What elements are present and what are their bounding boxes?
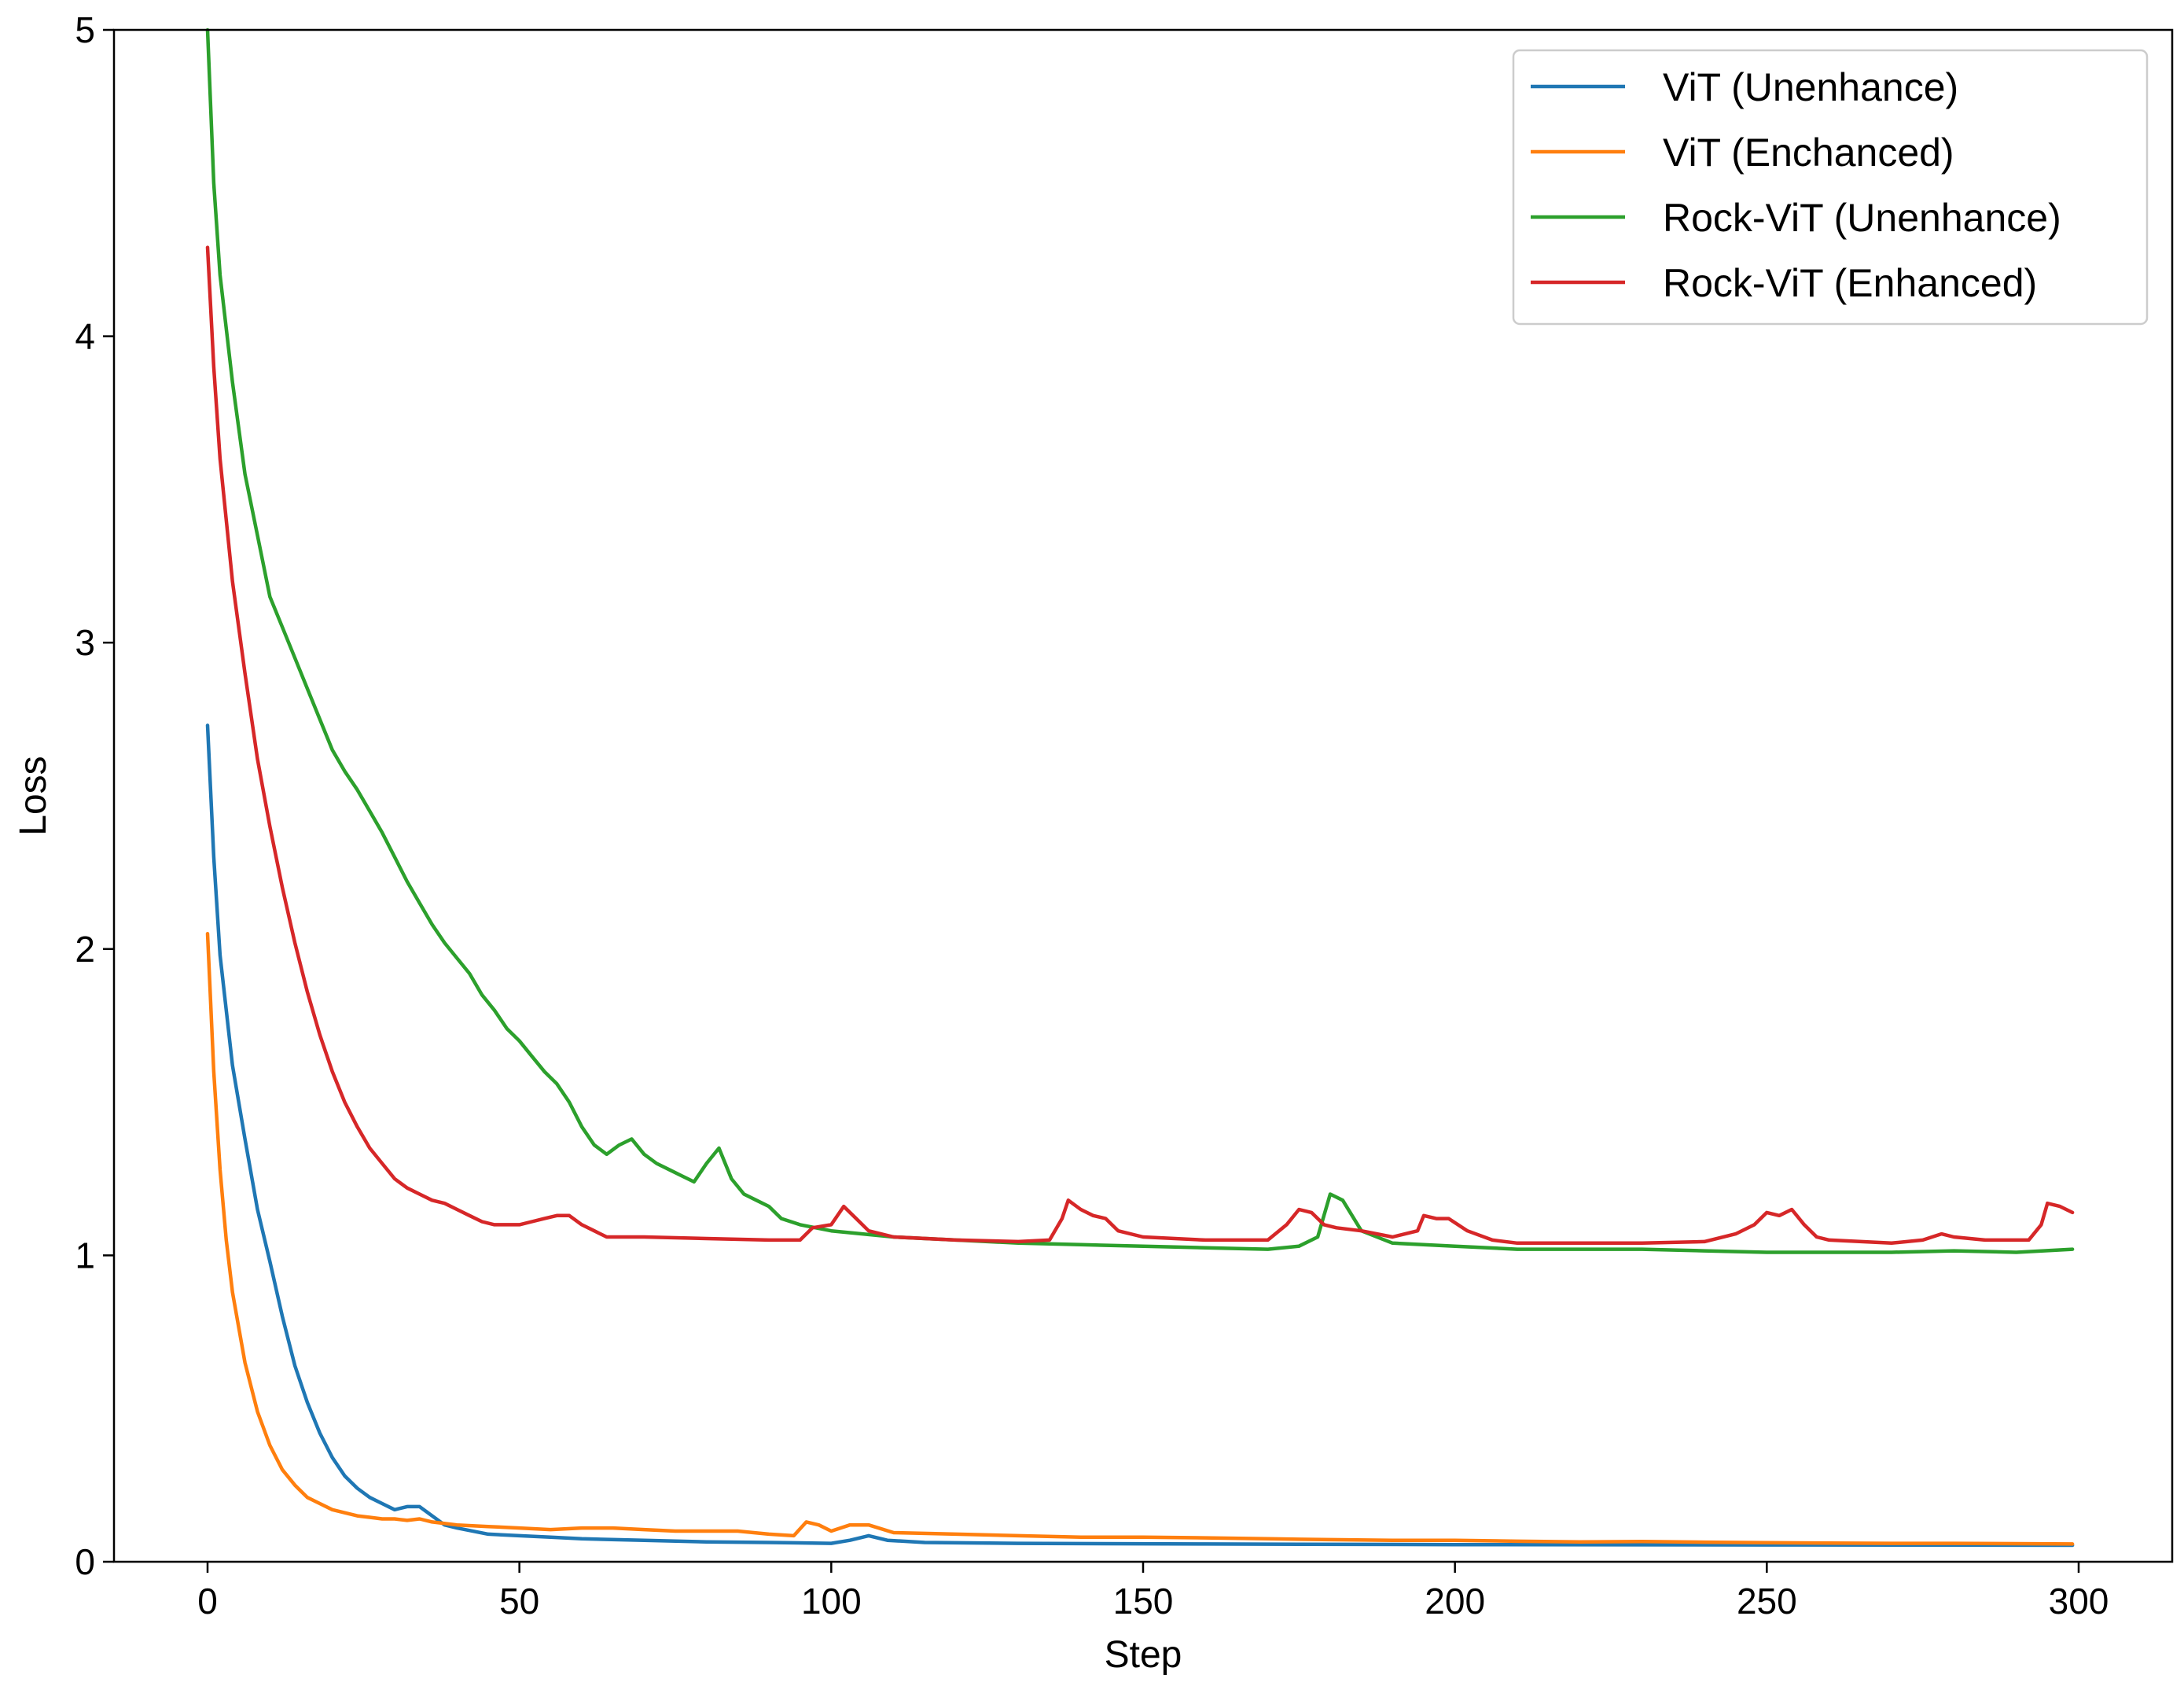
legend-label: Rock-ViT (Enhanced) (1663, 261, 2037, 305)
y-tick-label: 2 (75, 929, 95, 970)
y-tick-label: 3 (75, 622, 95, 663)
y-tick-label: 1 (75, 1235, 95, 1276)
x-tick-label: 50 (499, 1581, 539, 1622)
x-tick-label: 200 (1425, 1581, 1485, 1622)
x-tick-label: 100 (801, 1581, 862, 1622)
legend-label: ViT (Unenhance) (1663, 65, 1958, 109)
legend-box (1512, 49, 2149, 326)
legend: ViT (Unenhance) ViT (Enchanced) Rock-ViT (… (1512, 49, 2149, 326)
series-line-1 (205, 723, 2075, 1548)
x-tick-label: 250 (1737, 1581, 1797, 1622)
legend-label: Rock-ViT (Unenhance) (1663, 196, 2061, 240)
legend-label: ViT (Enchanced) (1663, 131, 1954, 175)
x-tick-label: 0 (197, 1581, 218, 1622)
x-tick-label: 150 (1113, 1581, 1174, 1622)
y-axis-label: Loss (13, 756, 54, 835)
x-axis-label: Step (1105, 1634, 1182, 1676)
y-axis: 0 1 2 3 4 5 (75, 9, 114, 1582)
series-line-4 (205, 245, 2075, 1246)
y-tick-label: 0 (75, 1541, 95, 1582)
x-tick-label: 300 (2049, 1581, 2109, 1622)
series-line-2 (205, 932, 2075, 1546)
series-line-3 (205, 28, 2075, 1254)
series-layer (205, 28, 2075, 1548)
y-tick-label: 5 (75, 9, 95, 50)
x-axis: 0 50 100 150 200 250 300 (197, 1562, 2109, 1622)
y-tick-label: 4 (75, 316, 95, 357)
